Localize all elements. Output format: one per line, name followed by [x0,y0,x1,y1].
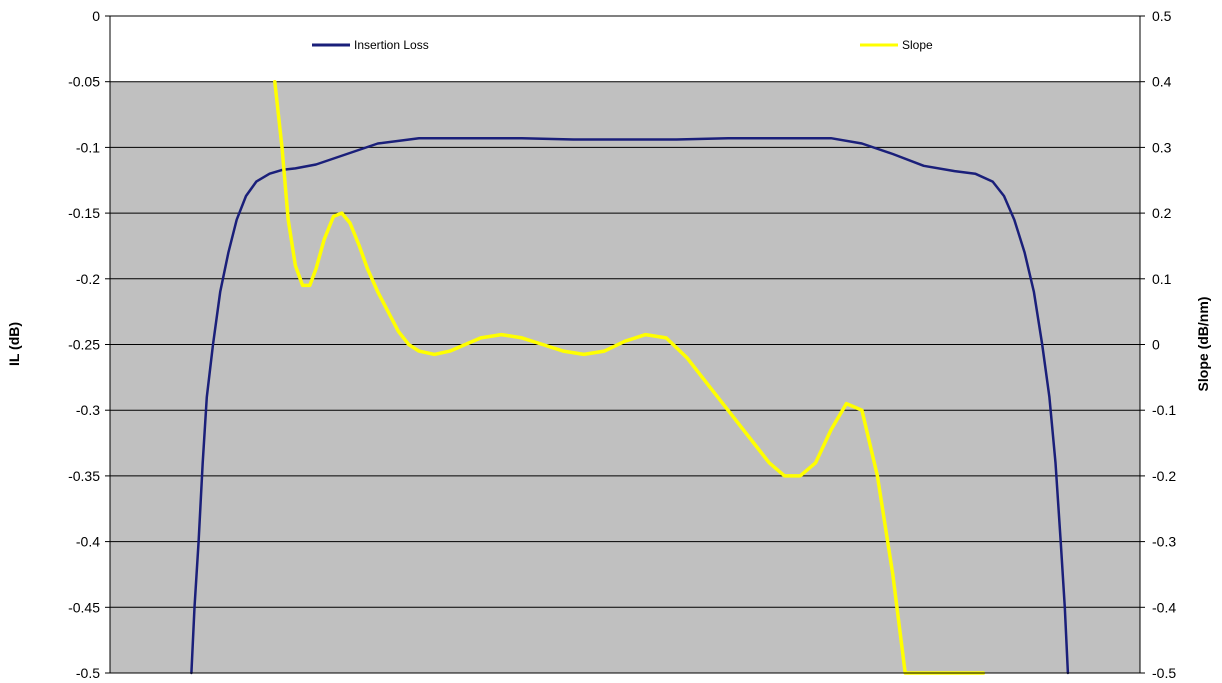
series-line-insertion-loss [190,136,1070,675]
right-tick-label: 0 [1152,337,1160,353]
gridlines [110,81,1140,608]
left-tick-label: -0.3 [76,402,100,418]
left-tick-label: -0.25 [68,337,100,353]
left-tick-label: -0.45 [68,599,100,615]
y-axis-title-right: Slope (dB/nm) [1195,297,1211,392]
right-tick-label: -0.3 [1152,534,1176,550]
right-tick-label: 0.3 [1152,139,1172,155]
left-tick-label: -0.35 [68,468,100,484]
right-tick-label: -0.1 [1152,402,1176,418]
legend: Insertion Loss Slope [312,38,933,52]
left-tick-label: -0.4 [76,534,100,550]
right-tick-label: -0.4 [1152,599,1176,615]
left-tick-label: -0.2 [76,271,100,287]
right-tick-label: 0.1 [1152,271,1172,287]
plot-area-upper [110,16,1140,82]
right-tick-label: 0.5 [1152,8,1172,24]
right-tick-label: 0.2 [1152,205,1172,221]
left-tick-label: 0 [92,8,100,24]
left-tick-label: -0.5 [76,665,100,681]
right-tick-label: 0.4 [1152,74,1172,90]
plot-border [109,15,1141,674]
left-tick-label: -0.05 [68,74,100,90]
left-tick-label: -0.1 [76,139,100,155]
y-axis-title-left: IL (dB) [6,322,22,366]
left-axis-ticks: 0 -0.05 -0.1 -0.15 -0.2 -0.25 -0.3 -0.35 -0.4 -0.… [68,8,110,681]
right-tick-label: -0.2 [1152,468,1176,484]
right-tick-label: -0.5 [1152,665,1176,681]
plot-area-lower [110,81,1140,673]
legend-label-insertion-loss: Insertion Loss [354,38,429,52]
legend-label-slope: Slope [902,38,933,52]
left-tick-label: -0.15 [68,205,100,221]
right-axis-ticks: 0.5 0.4 0.3 0.2 0.1 0 -0.1 -0.2 -0.3 -0.4 -0.5 [1140,8,1176,681]
